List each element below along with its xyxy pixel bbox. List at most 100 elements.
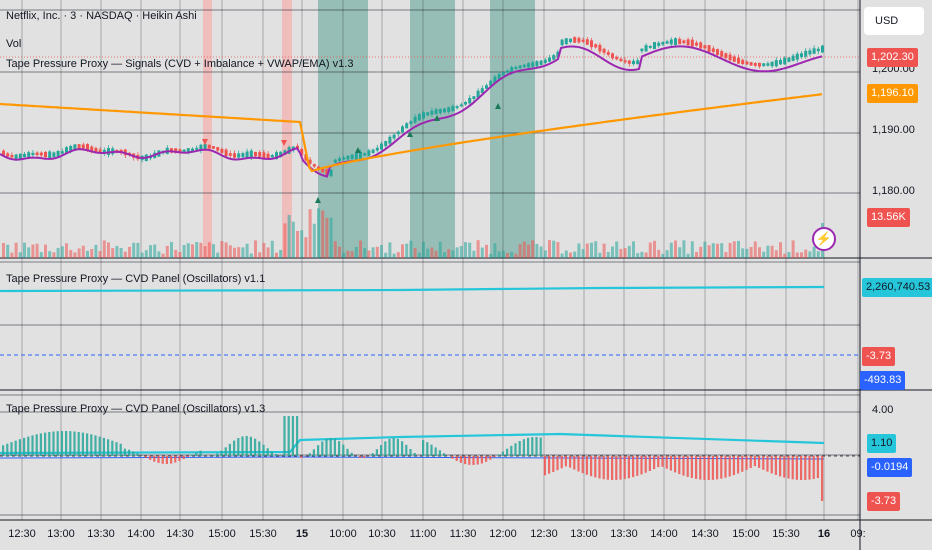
volume-bar bbox=[409, 240, 413, 258]
osc-bar bbox=[69, 431, 72, 456]
candle bbox=[753, 63, 757, 66]
volume-bar bbox=[195, 242, 199, 258]
candle bbox=[304, 154, 308, 161]
candle bbox=[472, 96, 476, 100]
signal-marker bbox=[281, 140, 287, 146]
volume-bar bbox=[438, 241, 442, 258]
candle bbox=[94, 148, 98, 153]
volume-bar bbox=[245, 243, 249, 258]
volume-bar bbox=[325, 217, 329, 258]
osc-bar bbox=[182, 456, 185, 460]
volume-bar bbox=[753, 241, 757, 258]
osc-bar bbox=[476, 456, 479, 465]
candle bbox=[174, 148, 178, 153]
osc-bar bbox=[186, 456, 189, 457]
volume-bar bbox=[674, 240, 677, 258]
osc-bar bbox=[779, 456, 782, 477]
osc-bar bbox=[480, 456, 483, 464]
signals-indicator-legend[interactable]: Tape Pressure Proxy — Signals (CVD + Imb… bbox=[6, 58, 354, 70]
osc-bar bbox=[745, 456, 748, 470]
volume-bar bbox=[401, 244, 404, 258]
osc-bar bbox=[6, 443, 9, 456]
volume-bar bbox=[703, 241, 707, 258]
currency-button[interactable]: USD bbox=[864, 7, 924, 35]
volume-bar bbox=[258, 252, 262, 258]
candle bbox=[770, 61, 774, 67]
candle bbox=[749, 62, 753, 66]
osc-bar bbox=[388, 438, 391, 456]
volume-bar bbox=[86, 250, 89, 258]
volume-bar bbox=[354, 246, 358, 258]
candle bbox=[682, 40, 686, 44]
osc-bar bbox=[741, 456, 744, 472]
volume-bar bbox=[774, 250, 778, 258]
osc-bar bbox=[241, 436, 244, 456]
volume-bar bbox=[262, 242, 266, 258]
volume-bar bbox=[577, 243, 581, 258]
osc-bar bbox=[195, 452, 198, 456]
osc-bar bbox=[648, 456, 651, 471]
candle bbox=[464, 102, 467, 105]
osc-bar bbox=[107, 439, 110, 456]
osc-bar bbox=[657, 456, 660, 468]
osc-bar bbox=[539, 437, 542, 456]
candle bbox=[77, 144, 81, 149]
candle bbox=[270, 155, 274, 158]
candle bbox=[585, 39, 589, 45]
volume-bar bbox=[690, 241, 694, 258]
time-tick: 14:00 bbox=[650, 528, 678, 540]
time-tick: 15:30 bbox=[772, 528, 800, 540]
volume-bar bbox=[249, 253, 253, 258]
candle bbox=[434, 109, 438, 115]
volume-bar bbox=[338, 246, 341, 258]
time-tick: 12:30 bbox=[8, 528, 36, 540]
volume-bar bbox=[178, 252, 182, 258]
osc-bar bbox=[266, 448, 269, 456]
volume-bar bbox=[800, 252, 803, 258]
osc-bar bbox=[627, 456, 630, 479]
candle bbox=[657, 42, 661, 46]
candle bbox=[476, 90, 480, 98]
time-tick: 14:30 bbox=[166, 528, 194, 540]
osc-bar bbox=[598, 456, 601, 479]
osc-bar bbox=[438, 450, 441, 456]
lightning-bolt-icon[interactable]: ⚡ bbox=[812, 227, 836, 251]
symbol-title[interactable]: Netflix, Inc. · 3 · NASDAQ · Heikin Ashi bbox=[6, 10, 197, 22]
candle bbox=[300, 148, 304, 156]
volume-bar bbox=[241, 247, 245, 258]
candle bbox=[514, 66, 518, 70]
osc-bar bbox=[65, 431, 68, 456]
candle bbox=[380, 143, 383, 150]
osc-bar bbox=[573, 456, 576, 470]
osc-bar bbox=[636, 456, 639, 476]
osc-bar bbox=[758, 456, 761, 468]
candle bbox=[627, 60, 631, 64]
candle bbox=[821, 45, 824, 53]
volume-bar bbox=[569, 252, 572, 258]
cvd-v11-indicator-legend[interactable]: Tape Pressure Proxy — CVD Panel (Oscilla… bbox=[6, 273, 266, 285]
candle bbox=[636, 60, 640, 65]
osc-bar bbox=[468, 456, 471, 465]
osc-bar bbox=[527, 437, 530, 456]
osc-bar bbox=[774, 456, 777, 475]
candle bbox=[258, 152, 262, 157]
volume-bar bbox=[720, 243, 724, 258]
candle bbox=[308, 159, 312, 164]
volume-bar bbox=[779, 242, 782, 258]
volume-bar bbox=[480, 247, 484, 258]
osc-bar bbox=[669, 456, 672, 471]
volume-bar bbox=[795, 252, 799, 258]
volume-legend[interactable]: Vol bbox=[6, 38, 22, 50]
osc-bar bbox=[821, 456, 824, 501]
volume-bar bbox=[329, 217, 333, 258]
osc-bar bbox=[816, 456, 819, 479]
osc-bar bbox=[455, 456, 458, 461]
ema-line bbox=[0, 93, 823, 173]
candle bbox=[98, 149, 102, 153]
volume-bar bbox=[199, 242, 203, 258]
cvd-v13-indicator-legend[interactable]: Tape Pressure Proxy — CVD Panel (Oscilla… bbox=[6, 403, 266, 415]
volume-bar bbox=[548, 240, 551, 258]
candle bbox=[2, 150, 5, 156]
volume-bar bbox=[443, 252, 446, 258]
